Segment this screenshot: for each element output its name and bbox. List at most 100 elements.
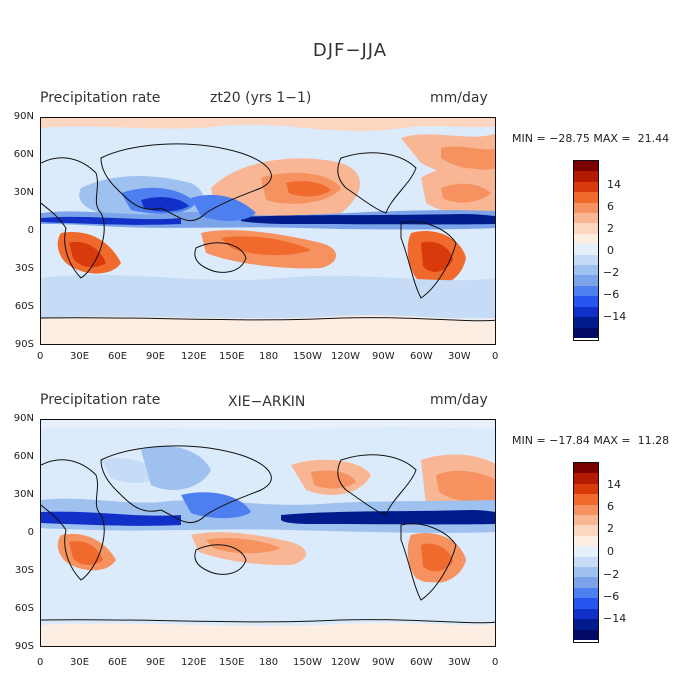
colorbar-label: −6 (603, 590, 620, 603)
colorbar-label: 2 (607, 222, 614, 235)
y-tick-label: 0 (27, 527, 34, 538)
y-tick-label: 90N (13, 413, 34, 424)
x-tick-label: 150E (219, 351, 245, 362)
colorbar-label: 0 (607, 244, 614, 257)
x-tick-label: 120E (181, 351, 207, 362)
colorbar-swatch (574, 608, 598, 620)
panel-units-label: mm/day (430, 392, 488, 408)
x-tick-label: 90W (372, 351, 395, 362)
colorbar-swatch (574, 556, 598, 568)
colorbar-swatch (574, 546, 598, 557)
colorbar-label: 6 (607, 500, 614, 513)
x-tick-label: 150W (293, 657, 322, 668)
colorbar-swatch (574, 265, 598, 276)
colorbar-label: −2 (603, 266, 620, 279)
y-tick-label: 60N (13, 149, 34, 160)
colorbar-label: −14 (603, 612, 627, 625)
x-tick-label: 30W (448, 657, 471, 668)
y-tick-label: 30S (14, 263, 34, 274)
y-tick-label: 0 (27, 225, 34, 236)
x-tick-label: 0 (37, 351, 44, 362)
colorbar-swatch (574, 577, 598, 588)
x-tick-label: 180 (259, 351, 279, 362)
x-tick-label: 150E (219, 657, 245, 668)
precip-map (40, 117, 496, 345)
y-tick-label: 30N (13, 187, 34, 198)
panel-center-label: XIE−ARKIN (228, 394, 306, 410)
x-tick-label: 150W (293, 351, 322, 362)
colorbar-swatch (574, 567, 598, 578)
colorbar-label: −6 (603, 288, 620, 301)
colorbar-label: 2 (607, 522, 614, 535)
colorbar-swatch (574, 504, 598, 516)
colorbar (573, 160, 599, 341)
x-tick-label: 90W (372, 657, 395, 668)
precip-map (40, 419, 496, 647)
y-tick-label: 60N (13, 451, 34, 462)
colorbar-swatch (574, 317, 598, 328)
x-tick-label: 120W (331, 351, 360, 362)
minmax-text: MIN = −17.84 MAX = 11.28 (512, 434, 670, 447)
y-tick-label: 60S (14, 603, 34, 614)
colorbar-swatch (574, 598, 598, 609)
map-field (41, 118, 495, 344)
x-tick-label: 120W (331, 657, 360, 668)
colorbar-label: −2 (603, 568, 620, 581)
figure-title: DJF−JJA (312, 40, 388, 61)
colorbar-swatch (574, 254, 598, 266)
x-tick-label: 60E (108, 657, 128, 668)
y-tick-label: 30N (13, 489, 34, 500)
x-tick-label: 180 (259, 657, 279, 668)
colorbar-swatch (574, 629, 598, 640)
map-field (41, 420, 495, 646)
y-tick-label: 90S (14, 339, 34, 350)
y-tick-label: 90N (13, 111, 34, 122)
colorbar-swatch (574, 233, 598, 245)
colorbar-label: 6 (607, 200, 614, 213)
colorbar-swatch (574, 587, 598, 599)
x-tick-label: 30E (70, 657, 90, 668)
x-tick-label: 0 (492, 351, 499, 362)
y-tick-label: 30S (14, 565, 34, 576)
colorbar-swatch (574, 202, 598, 214)
colorbar (573, 462, 599, 643)
colorbar-swatch (574, 619, 598, 630)
colorbar-swatch (574, 181, 598, 193)
colorbar-swatch (574, 223, 598, 234)
x-tick-label: 60W (410, 351, 433, 362)
x-tick-label: 60W (410, 657, 433, 668)
colorbar-swatch (574, 275, 598, 286)
colorbar-swatch (574, 171, 598, 182)
x-tick-label: 120E (181, 657, 207, 668)
colorbar-swatch (574, 306, 598, 318)
colorbar-swatch (574, 494, 598, 505)
x-tick-label: 90E (146, 351, 166, 362)
colorbar-swatch (574, 192, 598, 203)
colorbar-swatch (574, 244, 598, 255)
colorbar-swatch (574, 473, 598, 484)
colorbar-swatch (574, 285, 598, 297)
panel-units-label: mm/day (430, 90, 488, 106)
colorbar-label: 14 (607, 178, 621, 191)
colorbar-swatch (574, 463, 598, 474)
colorbar-swatch (574, 296, 598, 307)
colorbar-swatch (574, 535, 598, 547)
x-tick-label: 90E (146, 657, 166, 668)
panel-center-label: zt20 (yrs 1−1) (210, 90, 312, 106)
x-tick-label: 60E (108, 351, 128, 362)
x-tick-label: 30E (70, 351, 90, 362)
colorbar-label: −14 (603, 310, 627, 323)
panel-left-label: Precipitation rate (40, 90, 161, 106)
colorbar-swatch (574, 327, 598, 338)
x-tick-label: 30W (448, 351, 471, 362)
colorbar-label: 14 (607, 478, 621, 491)
panel-left-label: Precipitation rate (40, 392, 161, 408)
colorbar-swatch (574, 515, 598, 526)
x-tick-label: 0 (37, 657, 44, 668)
colorbar-swatch (574, 213, 598, 224)
colorbar-swatch (574, 483, 598, 495)
colorbar-swatch (574, 161, 598, 172)
y-tick-label: 60S (14, 301, 34, 312)
colorbar-swatch (574, 525, 598, 536)
colorbar-label: 0 (607, 545, 614, 558)
